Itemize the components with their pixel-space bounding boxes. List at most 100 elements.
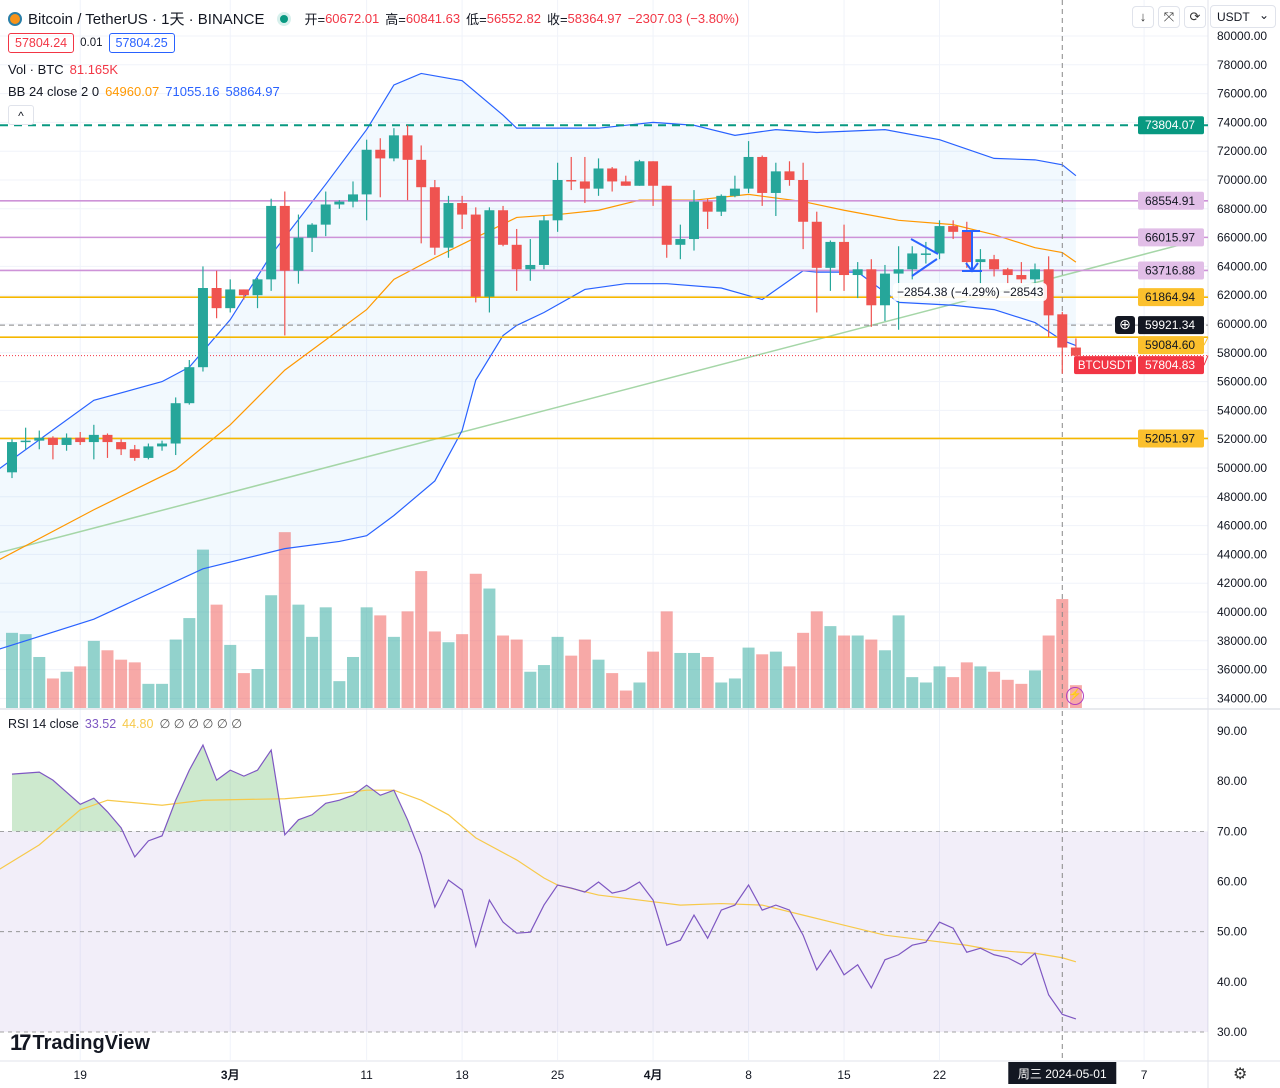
rsi-legend[interactable]: RSI 14 close 33.52 44.80 ∅ ∅ ∅ ∅ ∅ ∅	[8, 716, 242, 732]
candle-body	[852, 269, 863, 276]
candle-body	[784, 171, 795, 180]
volume-bar	[401, 611, 414, 708]
volume-bar	[742, 647, 755, 708]
candle-body	[61, 437, 72, 445]
buy-price-button[interactable]: 57804.25	[108, 33, 175, 53]
scroll-down-button[interactable]: ↓	[1132, 6, 1154, 28]
volume-bar	[415, 571, 428, 708]
candle-body	[143, 446, 154, 458]
open-label: 开=	[304, 12, 326, 27]
candle-body	[1002, 269, 1013, 276]
candle-body	[770, 171, 781, 193]
price-tick-label: 52000.00	[1217, 432, 1267, 446]
price-tick-label: 42000.00	[1217, 576, 1267, 590]
fullscreen-button[interactable]: ⤧	[1158, 6, 1180, 28]
measure-label: −2854.38 (−4.29%) −28543	[893, 283, 1048, 301]
candle-body	[375, 149, 386, 159]
arrow-drawing[interactable]	[910, 238, 939, 277]
drawings[interactable]	[910, 230, 982, 277]
candle-body	[566, 180, 577, 182]
volume-bar	[933, 666, 946, 708]
price-tick-label: 46000.00	[1217, 519, 1267, 533]
volume-bar	[46, 678, 59, 708]
volume-bar	[74, 666, 87, 708]
volume-bar	[374, 615, 387, 708]
volume-bar	[851, 635, 864, 708]
volume-bar	[306, 636, 319, 708]
symbol-tag-box	[1074, 356, 1136, 375]
volume-bar	[606, 673, 619, 708]
level-price-label-box	[1138, 288, 1204, 307]
volume-bar	[1029, 670, 1041, 708]
price-tick-label: 66000.00	[1217, 231, 1267, 245]
rsi-ma-line	[0, 789, 1077, 963]
volume-bar	[974, 666, 987, 708]
crosshair-price-label: 59921.34	[1145, 318, 1195, 332]
candle-body	[798, 180, 809, 222]
time-tick-label: 25	[551, 1068, 565, 1082]
candle-body	[743, 156, 754, 189]
candle-body	[34, 437, 45, 441]
volume-bar	[1042, 635, 1055, 708]
candle-body	[702, 201, 713, 212]
rsi-tick-label: 50.00	[1217, 925, 1247, 939]
settings-gear-icon[interactable]: ⚙	[1233, 1066, 1248, 1083]
level-price-label: 61864.94	[1145, 290, 1195, 304]
candle-body	[429, 187, 440, 248]
currency-select[interactable]: USDT ⌄	[1210, 5, 1276, 28]
candle-body	[238, 289, 249, 296]
collapse-legend-button[interactable]: ^	[8, 105, 34, 125]
candle-body	[579, 181, 590, 189]
candle-body	[102, 434, 113, 443]
volume-bar	[619, 690, 632, 708]
rsi-tick-label: 70.00	[1217, 824, 1247, 838]
rsi-value: 33.52	[84, 716, 117, 731]
volume-bar	[715, 682, 728, 708]
candle-body	[170, 403, 181, 444]
rsi-background	[0, 830, 1208, 1033]
volume-bar	[660, 611, 673, 708]
lightning-icon[interactable]: ⚡	[1066, 687, 1084, 705]
volume-bar	[947, 677, 960, 708]
volume-legend[interactable]: Vol · BTC 81.165K	[8, 62, 118, 77]
volume-bar	[497, 635, 510, 708]
candle-body	[1070, 347, 1081, 356]
time-tick-label: 18	[455, 1068, 469, 1082]
price-tick-label: 74000.00	[1217, 115, 1267, 129]
bb-lower-value: 58864.97	[225, 84, 280, 99]
volume-bar	[810, 611, 823, 708]
reset-button[interactable]: ⟳	[1184, 6, 1206, 28]
candle-body	[157, 443, 168, 447]
volume-bar	[510, 639, 523, 708]
volume-bar	[578, 639, 591, 708]
time-tick-label: 8	[745, 1068, 752, 1082]
symbol-title[interactable]: Bitcoin / TetherUS · 1天 · BINANCE	[28, 11, 265, 28]
candle-body	[593, 168, 604, 189]
candle-body	[825, 241, 836, 268]
sell-price-button[interactable]: 57804.24	[8, 33, 75, 53]
level-price-label: 52051.97	[1145, 431, 1195, 445]
volume-bar	[797, 632, 810, 708]
volume-bar	[333, 681, 346, 708]
quote-legend: 57804.24 0.01 57804.25	[8, 33, 175, 53]
rsi-line	[11, 743, 1077, 1020]
add-alert-plus-icon[interactable]: ⊕	[1115, 316, 1135, 335]
tradingview-logo[interactable]: 17 TradingView	[10, 1030, 150, 1056]
candle-body	[47, 437, 58, 445]
high-label: 高=	[385, 12, 406, 27]
volume-bar	[483, 588, 496, 708]
candle-body	[88, 434, 99, 443]
time-tick-label: 7	[1141, 1068, 1148, 1082]
volume-bar	[824, 626, 837, 708]
volume-bar	[633, 682, 646, 708]
volume-bar	[988, 671, 1001, 708]
bb-legend[interactable]: BB 24 close 2 0 64960.07 71055.16 58864.…	[8, 84, 280, 99]
measure-arrow[interactable]	[962, 230, 982, 273]
volume-value: 81.165K	[69, 62, 119, 77]
price-tick-label: 38000.00	[1217, 634, 1267, 648]
volume-bar	[892, 615, 905, 708]
high-value: 60841.63	[405, 11, 461, 26]
candle-body	[839, 241, 850, 276]
rsi-overbought-fill	[12, 745, 1076, 832]
